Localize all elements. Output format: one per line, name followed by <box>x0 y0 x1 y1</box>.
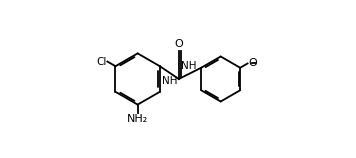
Text: NH₂: NH₂ <box>127 114 148 124</box>
Text: Cl: Cl <box>96 57 107 67</box>
Text: NH: NH <box>162 76 177 86</box>
Text: NH: NH <box>181 61 197 71</box>
Text: O: O <box>174 39 183 49</box>
Text: O: O <box>248 58 257 68</box>
